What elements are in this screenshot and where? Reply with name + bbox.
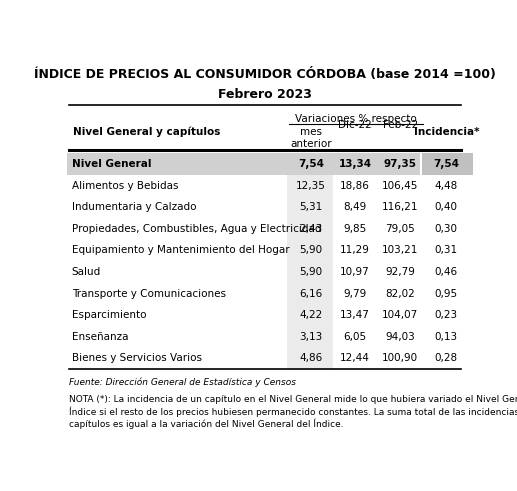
Text: Enseñanza: Enseñanza <box>72 331 128 342</box>
Text: Alimentos y Bebidas: Alimentos y Bebidas <box>72 181 178 191</box>
Text: 0,31: 0,31 <box>435 246 458 255</box>
Text: 92,79: 92,79 <box>385 267 415 277</box>
Text: 97,35: 97,35 <box>384 159 417 169</box>
Text: 10,97: 10,97 <box>340 267 370 277</box>
Text: Variaciones % respecto: Variaciones % respecto <box>295 114 417 124</box>
Text: 82,02: 82,02 <box>385 289 415 299</box>
Text: Bienes y Servicios Varios: Bienes y Servicios Varios <box>72 353 202 363</box>
Bar <box>287 175 333 196</box>
Text: 5,90: 5,90 <box>299 267 323 277</box>
Text: Feb-22: Feb-22 <box>383 120 418 130</box>
Text: 12,44: 12,44 <box>340 353 370 363</box>
Text: 13,34: 13,34 <box>339 159 372 169</box>
Text: Indumentaria y Calzado: Indumentaria y Calzado <box>72 202 196 212</box>
Text: 11,29: 11,29 <box>340 246 370 255</box>
Text: 0,30: 0,30 <box>435 224 458 234</box>
Text: 12,35: 12,35 <box>296 181 326 191</box>
Bar <box>287 326 333 348</box>
Text: 106,45: 106,45 <box>382 181 418 191</box>
Bar <box>287 240 333 261</box>
Text: Fuente: Dirección General de Estadística y Censos: Fuente: Dirección General de Estadística… <box>69 377 296 387</box>
Text: Febrero 2023: Febrero 2023 <box>218 88 312 101</box>
Bar <box>287 348 333 369</box>
Text: 0,95: 0,95 <box>435 289 458 299</box>
Text: 4,22: 4,22 <box>299 310 323 320</box>
Text: Esparcimiento: Esparcimiento <box>72 310 146 320</box>
Bar <box>287 261 333 283</box>
Text: 0,13: 0,13 <box>435 331 458 342</box>
Text: ÍNDICE DE PRECIOS AL CONSUMIDOR CÓRDOBA (base 2014 =100): ÍNDICE DE PRECIOS AL CONSUMIDOR CÓRDOBA … <box>34 68 496 82</box>
Text: 0,40: 0,40 <box>435 202 458 212</box>
Text: 5,31: 5,31 <box>299 202 323 212</box>
Text: 6,05: 6,05 <box>344 331 367 342</box>
Text: Propiedades, Combustibles, Agua y Electricidad: Propiedades, Combustibles, Agua y Electr… <box>72 224 322 234</box>
Text: 7,54: 7,54 <box>433 159 459 169</box>
Text: 4,86: 4,86 <box>299 353 323 363</box>
Text: 3,13: 3,13 <box>299 331 323 342</box>
Bar <box>422 154 474 175</box>
Bar <box>287 283 333 304</box>
Text: 103,21: 103,21 <box>382 246 418 255</box>
Text: 5,90: 5,90 <box>299 246 323 255</box>
Text: 100,90: 100,90 <box>382 353 418 363</box>
Text: Salud: Salud <box>72 267 101 277</box>
Text: NOTA (*): La incidencia de un capítulo en el Nivel General mide lo que hubiera v: NOTA (*): La incidencia de un capítulo e… <box>69 395 517 429</box>
Text: 79,05: 79,05 <box>385 224 415 234</box>
Text: 2,43: 2,43 <box>299 224 323 234</box>
Bar <box>67 154 420 175</box>
Text: Nivel General y capítulos: Nivel General y capítulos <box>72 127 220 137</box>
Text: 13,47: 13,47 <box>340 310 370 320</box>
Text: mes
anterior: mes anterior <box>290 127 332 149</box>
Text: 6,16: 6,16 <box>299 289 323 299</box>
Text: Nivel General: Nivel General <box>72 159 151 169</box>
Text: 0,46: 0,46 <box>435 267 458 277</box>
Bar <box>287 218 333 240</box>
Bar <box>287 196 333 218</box>
Text: 4,48: 4,48 <box>435 181 458 191</box>
Text: 9,79: 9,79 <box>343 289 367 299</box>
Text: 18,86: 18,86 <box>340 181 370 191</box>
Text: 8,49: 8,49 <box>343 202 367 212</box>
Text: 104,07: 104,07 <box>382 310 418 320</box>
Bar <box>287 304 333 326</box>
Text: 0,23: 0,23 <box>435 310 458 320</box>
Text: Transporte y Comunicaciones: Transporte y Comunicaciones <box>72 289 226 299</box>
Text: Dic-22: Dic-22 <box>338 120 372 130</box>
Text: 9,85: 9,85 <box>343 224 367 234</box>
Text: 94,03: 94,03 <box>385 331 415 342</box>
Text: Equipamiento y Mantenimiento del Hogar: Equipamiento y Mantenimiento del Hogar <box>72 246 290 255</box>
Text: 0,28: 0,28 <box>435 353 458 363</box>
Text: Incidencia*: Incidencia* <box>414 127 479 137</box>
Text: 116,21: 116,21 <box>382 202 418 212</box>
Text: 7,54: 7,54 <box>298 159 324 169</box>
